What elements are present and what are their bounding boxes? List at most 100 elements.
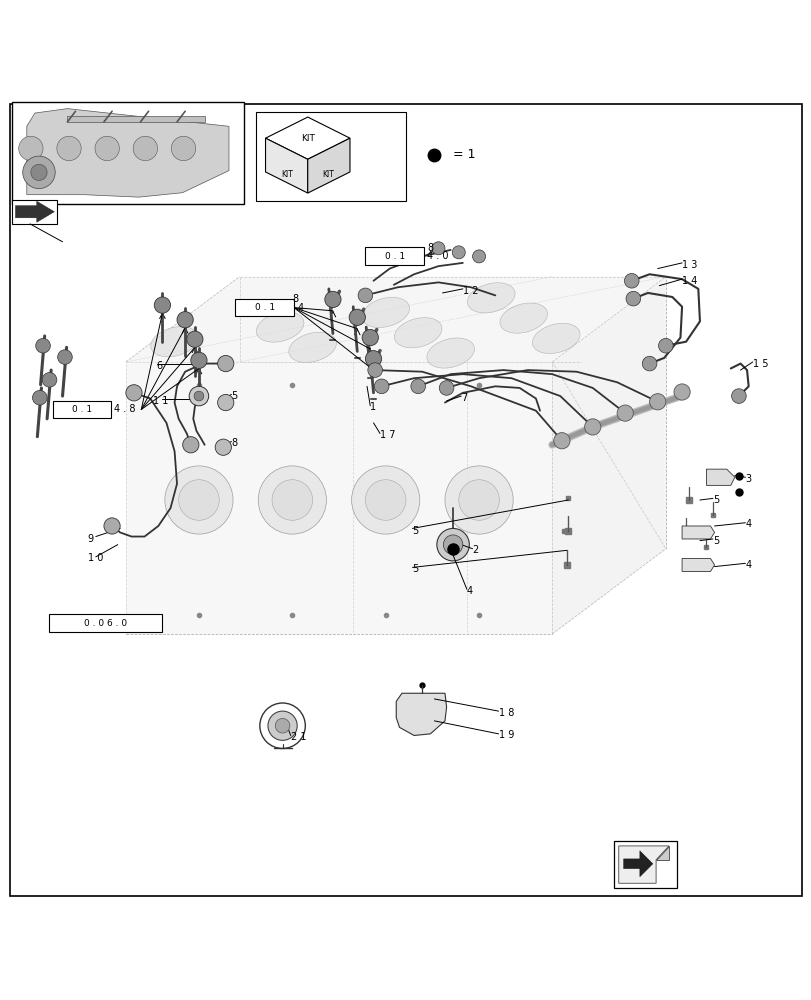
Text: 1 5: 1 5 bbox=[752, 359, 767, 369]
Text: 8: 8 bbox=[292, 294, 298, 304]
Text: 0 . 1: 0 . 1 bbox=[384, 252, 404, 261]
Circle shape bbox=[658, 338, 672, 353]
Circle shape bbox=[362, 329, 378, 346]
Circle shape bbox=[36, 338, 50, 353]
Polygon shape bbox=[655, 846, 668, 860]
Circle shape bbox=[365, 351, 381, 367]
Circle shape bbox=[189, 386, 208, 406]
Ellipse shape bbox=[289, 332, 336, 362]
Polygon shape bbox=[126, 362, 551, 634]
Circle shape bbox=[31, 164, 47, 180]
Circle shape bbox=[104, 518, 120, 534]
Ellipse shape bbox=[467, 283, 514, 313]
Circle shape bbox=[452, 246, 465, 259]
Circle shape bbox=[472, 250, 485, 263]
Polygon shape bbox=[618, 846, 668, 883]
Circle shape bbox=[444, 466, 513, 534]
Circle shape bbox=[272, 480, 312, 520]
Circle shape bbox=[436, 528, 469, 561]
Text: 7: 7 bbox=[461, 393, 467, 403]
Circle shape bbox=[19, 136, 43, 161]
Text: KIT: KIT bbox=[300, 134, 315, 143]
Bar bbox=[12, 200, 57, 224]
Ellipse shape bbox=[394, 318, 441, 348]
Ellipse shape bbox=[500, 303, 547, 333]
Text: 0 . 1: 0 . 1 bbox=[255, 303, 274, 312]
Ellipse shape bbox=[256, 312, 303, 342]
Circle shape bbox=[165, 466, 233, 534]
Circle shape bbox=[187, 331, 203, 347]
Text: 9: 9 bbox=[88, 534, 94, 544]
Polygon shape bbox=[67, 116, 204, 122]
Circle shape bbox=[431, 242, 444, 255]
Polygon shape bbox=[265, 138, 307, 193]
Circle shape bbox=[178, 480, 219, 520]
Circle shape bbox=[58, 350, 72, 364]
Circle shape bbox=[42, 373, 57, 387]
Circle shape bbox=[215, 439, 231, 455]
Text: 4 . 0: 4 . 0 bbox=[427, 251, 448, 261]
Text: 1 7: 1 7 bbox=[380, 430, 395, 440]
Text: 8: 8 bbox=[231, 438, 238, 448]
Text: 3: 3 bbox=[744, 474, 751, 484]
Circle shape bbox=[731, 389, 745, 403]
Circle shape bbox=[154, 297, 170, 313]
Text: 1 9: 1 9 bbox=[498, 730, 513, 740]
Circle shape bbox=[584, 419, 600, 435]
Circle shape bbox=[374, 379, 388, 394]
Circle shape bbox=[133, 136, 157, 161]
Circle shape bbox=[410, 379, 425, 394]
Circle shape bbox=[217, 394, 234, 411]
Ellipse shape bbox=[151, 327, 198, 357]
Circle shape bbox=[191, 352, 207, 368]
Text: 5: 5 bbox=[412, 526, 418, 536]
Text: KIT: KIT bbox=[281, 170, 293, 179]
Text: = 1: = 1 bbox=[453, 148, 475, 161]
Circle shape bbox=[32, 390, 47, 405]
Bar bbox=[235, 299, 294, 316]
Circle shape bbox=[351, 466, 419, 534]
Circle shape bbox=[217, 355, 234, 372]
Bar bbox=[49, 614, 162, 632]
Polygon shape bbox=[551, 277, 665, 634]
Circle shape bbox=[324, 291, 341, 308]
Text: 0 . 1: 0 . 1 bbox=[72, 405, 92, 414]
Text: 5: 5 bbox=[712, 495, 719, 505]
Circle shape bbox=[439, 381, 453, 395]
Polygon shape bbox=[265, 117, 350, 159]
Text: 4 . 8: 4 . 8 bbox=[114, 404, 135, 414]
Circle shape bbox=[616, 405, 633, 421]
Text: 1: 1 bbox=[370, 402, 376, 412]
Circle shape bbox=[95, 136, 119, 161]
Text: 5: 5 bbox=[712, 536, 719, 546]
Text: 4: 4 bbox=[466, 586, 473, 596]
Text: KIT: KIT bbox=[322, 170, 333, 179]
Circle shape bbox=[57, 136, 81, 161]
Text: 5: 5 bbox=[231, 391, 238, 401]
Bar bbox=[255, 112, 406, 201]
Circle shape bbox=[673, 384, 689, 400]
Circle shape bbox=[268, 711, 297, 740]
Text: 2: 2 bbox=[472, 545, 478, 555]
Circle shape bbox=[458, 480, 499, 520]
Text: 0 . 0 6 . 0: 0 . 0 6 . 0 bbox=[84, 619, 127, 628]
Circle shape bbox=[177, 312, 193, 328]
Text: 4: 4 bbox=[744, 560, 751, 570]
Text: 6: 6 bbox=[157, 361, 163, 371]
Text: 1 1: 1 1 bbox=[152, 396, 168, 406]
Circle shape bbox=[443, 535, 462, 554]
Circle shape bbox=[553, 433, 569, 449]
Circle shape bbox=[23, 156, 55, 189]
Polygon shape bbox=[27, 109, 229, 197]
Circle shape bbox=[642, 356, 656, 371]
Circle shape bbox=[358, 288, 372, 303]
Text: 1 2: 1 2 bbox=[462, 286, 478, 296]
Polygon shape bbox=[681, 526, 714, 539]
Text: 1 3: 1 3 bbox=[681, 260, 697, 270]
Polygon shape bbox=[706, 469, 734, 485]
Polygon shape bbox=[15, 201, 54, 222]
Bar bbox=[53, 401, 111, 418]
Circle shape bbox=[194, 391, 204, 401]
Text: 1 0: 1 0 bbox=[88, 553, 103, 563]
Polygon shape bbox=[307, 138, 350, 193]
